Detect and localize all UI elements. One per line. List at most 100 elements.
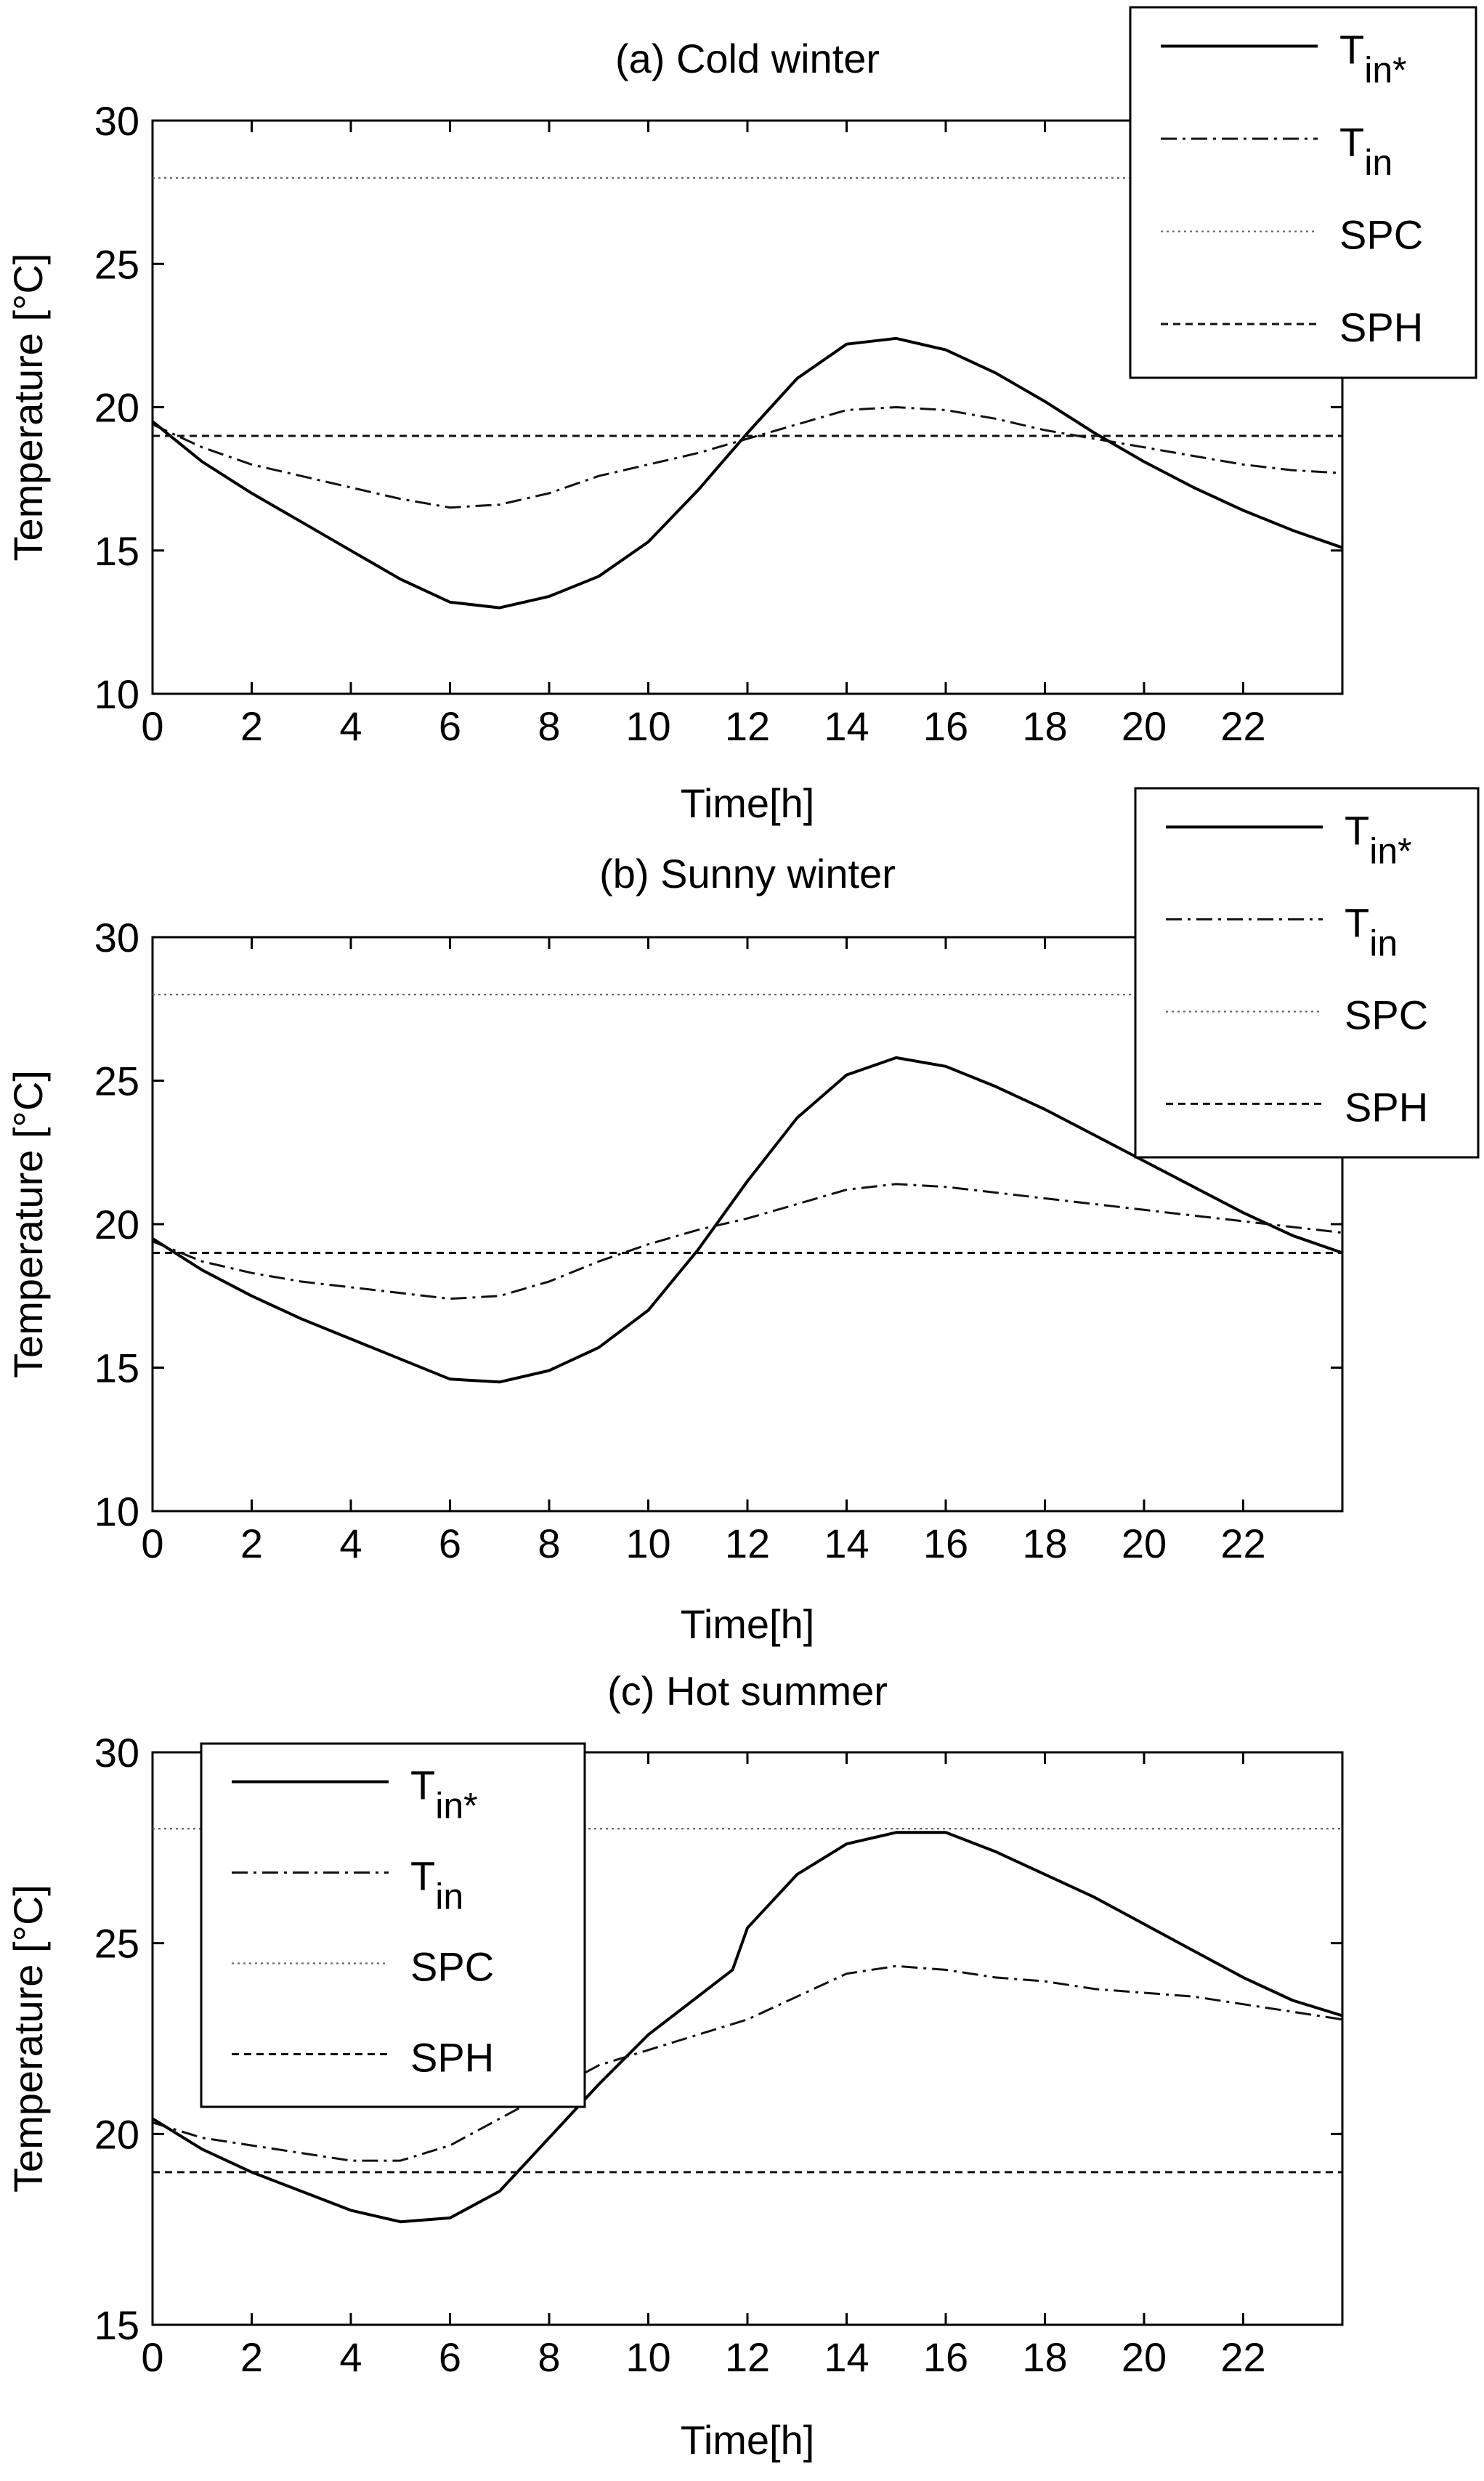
y-axis-label: Temperature [°C] (5, 254, 51, 562)
x-tick-label: 14 (824, 1521, 869, 1566)
x-tick-label: 0 (141, 2334, 163, 2380)
x-tick-label: 20 (1122, 703, 1167, 749)
legend-label: Tin* (410, 1762, 478, 1826)
y-tick-label: 25 (94, 241, 139, 287)
x-tick-label: 4 (339, 1521, 362, 1566)
legend-label-sub: in (1369, 923, 1398, 963)
y-tick-label: 10 (94, 671, 139, 717)
legend-label-main: T (1339, 119, 1364, 165)
legend-label-main: T (1345, 899, 1369, 945)
y-tick-label: 10 (94, 1489, 139, 1534)
chart-title: (c) Hot summer (607, 1668, 888, 1714)
legend-label-main: T (410, 1853, 435, 1899)
legend-label-main: SPC (1345, 992, 1428, 1037)
series-line-t-in- (151, 1831, 1343, 2224)
x-tick-label: 20 (1122, 2334, 1167, 2380)
x-tick-label: 8 (538, 1521, 560, 1566)
series-line-t-in- (151, 336, 1343, 610)
series-line-t-in- (151, 1056, 1343, 1384)
x-tick-label: 0 (141, 703, 163, 749)
chart-panel-2: (c) Hot summer 0 2 4 6 8 10 12 14 16 18 20 22 15 20 25 3… (5, 1668, 1344, 2463)
legend-label-sub: in (1364, 142, 1392, 183)
legend-label: SPH (1339, 304, 1423, 350)
x-tick-label: 4 (339, 2334, 362, 2380)
legend-label-sub: in* (1364, 50, 1406, 91)
legend-label-main: SPC (410, 1944, 494, 1990)
x-tick-label: 12 (725, 703, 770, 749)
x-tick-label: 14 (824, 2334, 869, 2380)
x-tick-label: 14 (824, 703, 869, 749)
x-tick-label: 22 (1220, 1521, 1265, 1566)
y-axis-label: Temperature [°C] (5, 1885, 51, 2193)
legend-label: SPH (410, 2035, 494, 2081)
legend-label: Tin (410, 1853, 463, 1917)
x-tick-label: 12 (725, 2334, 770, 2380)
x-tick-label: 12 (725, 1521, 770, 1566)
y-tick-label: 20 (94, 1202, 139, 1247)
y-tick-label: 30 (94, 1730, 139, 1776)
chart-title: (b) Sunny winter (599, 851, 896, 897)
legend-label: SPC (1345, 992, 1428, 1037)
legend-label-sub: in* (1369, 830, 1411, 871)
x-tick-label: 2 (240, 1521, 263, 1566)
series-line-t-in (152, 1183, 1343, 1300)
legend-label-sub: in (435, 1877, 463, 1917)
x-axis-label: Time[h] (681, 1601, 815, 1647)
x-tick-label: 10 (625, 2334, 670, 2380)
x-tick-label: 0 (141, 1521, 163, 1566)
x-tick-label: 10 (625, 703, 670, 749)
x-tick-label: 16 (923, 1521, 968, 1566)
x-tick-label: 10 (625, 1521, 670, 1566)
x-tick-label: 22 (1220, 703, 1265, 749)
legend-label-sub: in* (435, 1786, 477, 1826)
legend-label: Tin (1339, 119, 1392, 183)
x-tick-label: 6 (439, 2334, 461, 2380)
x-tick-label: 16 (923, 703, 968, 749)
legend-label: Tin (1345, 899, 1398, 963)
legend-label: Tin* (1339, 27, 1407, 91)
y-tick-label: 15 (94, 2302, 139, 2348)
legend-label-main: T (1345, 807, 1369, 853)
chart-panel-0: (a) Cold winter 0 2 4 6 8 10 12 14 16 18 20 22 10 15 20… (5, 6, 1477, 826)
legend-label: SPH (1345, 1084, 1428, 1130)
x-tick-label: 18 (1022, 2334, 1067, 2380)
x-tick-label: 6 (439, 703, 461, 749)
legend-label-main: T (410, 1762, 435, 1808)
legend-label: Tin* (1345, 807, 1412, 871)
legend-box (200, 1742, 586, 2108)
chart-title: (a) Cold winter (615, 36, 880, 81)
x-tick-label: 16 (923, 2334, 968, 2380)
legend-label: SPC (410, 1944, 494, 1990)
x-tick-label: 22 (1220, 2334, 1265, 2380)
y-tick-label: 20 (94, 2111, 139, 2157)
x-tick-label: 4 (339, 703, 362, 749)
y-tick-label: 25 (94, 1921, 139, 1967)
y-tick-label: 25 (94, 1059, 139, 1104)
x-tick-label: 8 (538, 2334, 560, 2380)
y-tick-label: 30 (94, 98, 139, 144)
x-tick-label: 2 (240, 2334, 263, 2380)
legend-label: SPC (1339, 212, 1423, 258)
x-axis-label: Time[h] (681, 2417, 815, 2463)
x-tick-label: 18 (1022, 703, 1067, 749)
x-tick-label: 18 (1022, 1521, 1067, 1566)
x-tick-label: 8 (538, 703, 560, 749)
legend-label-main: T (1339, 27, 1364, 73)
legend-box (1129, 6, 1477, 379)
legend-label-main: SPH (410, 2035, 494, 2081)
legend-box (1134, 787, 1480, 1159)
y-axis-label: Temperature [°C] (5, 1070, 51, 1378)
y-tick-label: 30 (94, 915, 139, 960)
x-tick-label: 20 (1122, 1521, 1167, 1566)
legend-label-main: SPC (1339, 212, 1423, 258)
y-tick-label: 15 (94, 1345, 139, 1391)
x-tick-label: 6 (439, 1521, 461, 1566)
legend-label-main: SPH (1345, 1084, 1428, 1130)
x-tick-label: 2 (240, 703, 263, 749)
legend-label-main: SPH (1339, 304, 1423, 350)
y-tick-label: 20 (94, 385, 139, 431)
